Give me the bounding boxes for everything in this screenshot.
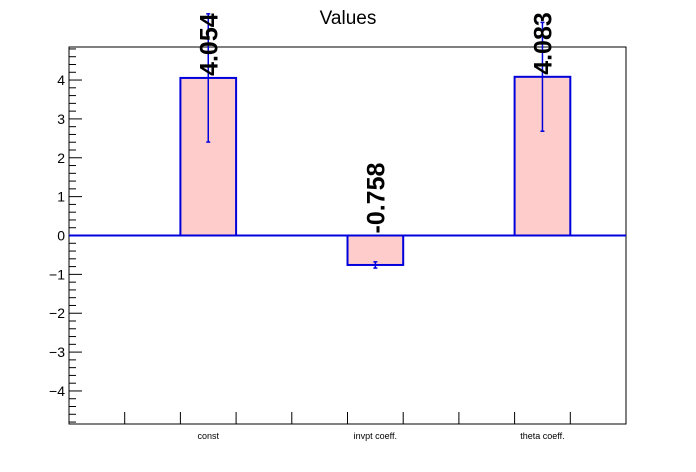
x-category-label: theta coeff. <box>520 431 564 441</box>
x-category-label: const <box>197 431 219 441</box>
value-label: 4.054 <box>195 13 223 76</box>
y-tick-label: 3 <box>57 111 65 127</box>
y-tick-label: 0 <box>57 228 65 244</box>
value-label: 4.083 <box>529 12 557 75</box>
y-tick-label: −4 <box>49 383 65 399</box>
x-axis: const invpt coeff. theta coeff. <box>124 412 571 441</box>
x-category-label: invpt coeff. <box>354 431 397 441</box>
y-tick-label: −1 <box>49 266 65 282</box>
value-label: -0.758 <box>362 163 390 234</box>
y-tick-label: −3 <box>49 344 65 360</box>
y-tick-label: −2 <box>49 305 65 321</box>
y-tick-label: 4 <box>57 72 65 88</box>
bar <box>346 234 405 266</box>
bars-layer: 4.054 -0.758 4.083 <box>69 12 626 269</box>
y-tick-label: 1 <box>57 189 65 205</box>
chart-title: Values <box>320 8 377 29</box>
y-tick-label: 2 <box>57 150 65 166</box>
